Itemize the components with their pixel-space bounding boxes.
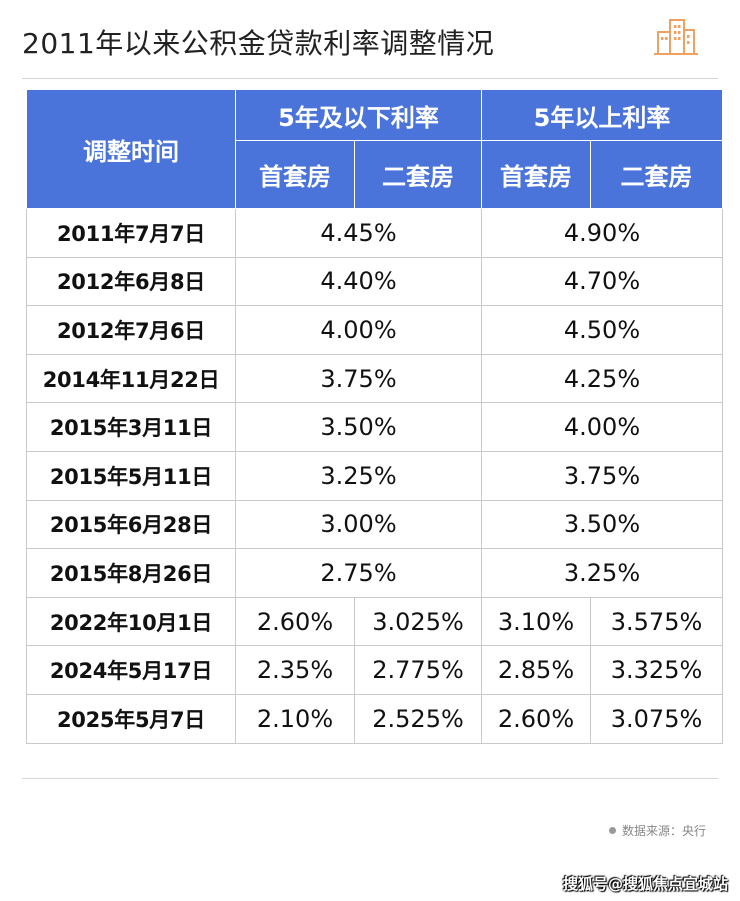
long-rate: 4.70% [481, 256, 724, 307]
long-second-rate: 3.325% [590, 645, 724, 695]
table-row: 2024年5月17日 2.35% 2.775% 2.85% 3.325% [26, 645, 724, 695]
header-long-second: 二套房 [590, 140, 724, 209]
long-rate: 3.50% [481, 499, 724, 550]
long-rate: 3.25% [481, 548, 724, 598]
header-long-term: 5年以上利率 [481, 89, 724, 141]
row-date: 2015年8月26日 [26, 548, 236, 598]
rates-table: 调整时间 5年及以下利率 5年以上利率 首套房 二套房 首套房 二套房 2011… [26, 89, 724, 744]
short-rate: 4.45% [234, 208, 483, 258]
header-row-groups: 调整时间 5年及以下利率 5年以上利率 [26, 89, 724, 209]
short-first-rate: 2.10% [235, 693, 355, 744]
long-first-rate: 3.10% [481, 596, 592, 647]
table-row: 2015年5月11日 3.25% 3.75% [26, 450, 724, 501]
table-row: 2012年7月6日 4.00% 4.50% [26, 305, 724, 355]
row-date: 2015年5月11日 [26, 450, 236, 501]
short-rate: 4.40% [234, 256, 483, 307]
watermark: 搜狐号@搜狐焦点宜城站 [562, 875, 728, 893]
long-first-rate: 2.85% [481, 645, 592, 695]
table-row: 2022年10月1日 2.60% 3.025% 3.10% 3.575% [26, 596, 724, 647]
table-row: 2015年3月11日 3.50% 4.00% [26, 402, 724, 452]
table-row: 2025年5月7日 2.10% 2.525% 2.60% 3.075% [26, 693, 724, 744]
header-date: 调整时间 [26, 89, 236, 209]
short-second-rate: 2.775% [353, 645, 483, 695]
row-date: 2012年6月8日 [26, 256, 236, 307]
bottom-divider [22, 778, 718, 779]
row-date: 2011年7月7日 [26, 208, 236, 258]
short-first-rate: 2.60% [235, 596, 355, 647]
buildings-icon [654, 19, 698, 55]
header-short-term: 5年及以下利率 [234, 89, 483, 141]
short-rate: 3.25% [234, 450, 483, 501]
short-rate: 3.75% [234, 353, 483, 404]
short-rate: 3.50% [234, 402, 483, 452]
short-second-rate: 3.025% [353, 596, 483, 647]
long-rate: 4.50% [481, 305, 724, 355]
short-second-rate: 2.525% [353, 693, 483, 744]
long-second-rate: 3.075% [590, 693, 724, 744]
long-rate: 4.00% [481, 402, 724, 452]
page-title: 2011年以来公积金贷款利率调整情况 [22, 27, 495, 60]
long-rate: 4.25% [481, 353, 724, 404]
row-date: 2014年11月22日 [26, 353, 236, 404]
top-divider [22, 78, 718, 79]
short-rate: 3.00% [234, 499, 483, 550]
header-long-first: 首套房 [481, 140, 592, 209]
row-date: 2025年5月7日 [26, 693, 236, 744]
long-first-rate: 2.60% [481, 693, 592, 744]
long-rate: 4.90% [481, 208, 724, 258]
header-short-first: 首套房 [235, 140, 355, 209]
table-row: 2014年11月22日 3.75% 4.25% [26, 353, 724, 404]
bullet-dot-icon [608, 827, 616, 834]
long-rate: 3.75% [481, 450, 724, 501]
row-date: 2012年7月6日 [26, 305, 236, 355]
row-date: 2022年10月1日 [26, 596, 236, 647]
row-date: 2015年6月28日 [26, 499, 236, 550]
header-row-types: 首套房 二套房 首套房 二套房 [27, 140, 724, 209]
table-row: 2015年6月28日 3.00% 3.50% [26, 499, 724, 550]
short-rate: 2.75% [234, 548, 483, 598]
table-row: 2012年6月8日 4.40% 4.70% [26, 256, 724, 307]
table-row: 2011年7月7日 4.45% 4.90% [26, 208, 724, 258]
row-date: 2024年5月17日 [26, 645, 236, 695]
short-first-rate: 2.35% [235, 645, 355, 695]
source-note: 数据来源：央行 [608, 822, 706, 839]
header-short-second: 二套房 [353, 140, 483, 209]
long-second-rate: 3.575% [590, 596, 724, 647]
short-rate: 4.00% [234, 305, 483, 355]
table-row: 2015年8月26日 2.75% 3.25% [26, 548, 724, 598]
row-date: 2015年3月11日 [26, 402, 236, 452]
source-text: 数据来源：央行 [621, 824, 706, 838]
